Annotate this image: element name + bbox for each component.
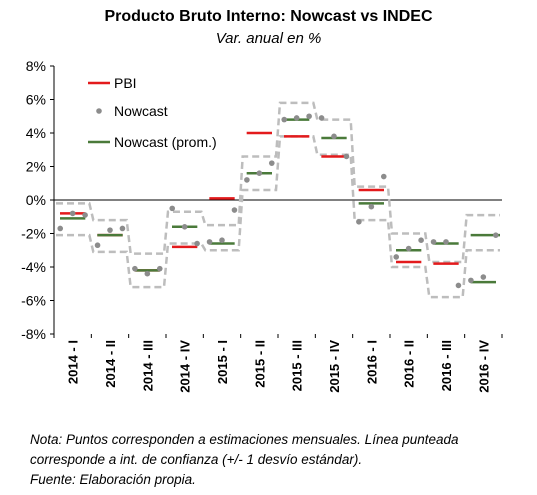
nowcast-point: [144, 270, 151, 277]
nowcast-point: [94, 242, 101, 249]
nowcast-point: [380, 173, 387, 180]
y-tick-label: -2%: [21, 226, 46, 242]
axes: 8% 6% 4% 2% 0% -2% -4% -6% -8% 2014 - I 2014 - II 2…: [21, 58, 503, 393]
note-line-3: Fuente: Elaboración propia.: [30, 472, 196, 487]
nowcast-point: [156, 265, 163, 272]
nowcast-point: [343, 153, 350, 160]
x-tick-label: 2016 - III: [439, 340, 454, 391]
y-tick-label: 4%: [26, 125, 46, 141]
nowcast-point: [492, 232, 499, 238]
nowcast-point: [455, 282, 462, 289]
nowcast-point: [405, 245, 412, 252]
x-tick-label: 2015 - II: [252, 340, 267, 388]
nowcast-point: [393, 254, 400, 260]
legend-prom-label: Nowcast (prom.): [114, 134, 217, 150]
confidence-lower-line: [56, 135, 500, 299]
confidence-upper-line: [56, 101, 500, 264]
nowcast-point: [206, 239, 213, 245]
x-tick-label: 2016 - II: [402, 340, 417, 388]
nowcast-point: [356, 218, 362, 225]
chart-svg: 8% 6% 4% 2% 0% -2% -4% -6% -8% 2014 - I 2014 - II 2…: [21, 58, 503, 393]
y-tick-label: 6%: [26, 92, 46, 108]
nowcast-point: [443, 239, 449, 245]
note-line-2: corresponde a int. de confianza (+/- 1 d…: [30, 452, 363, 467]
x-tick-label: 2016 - I: [364, 340, 379, 384]
confidence-band: [56, 101, 500, 299]
legend-nowcast-label: Nowcast: [114, 103, 168, 119]
y-tick-label: -8%: [21, 326, 46, 342]
y-tick-label: 0%: [26, 192, 46, 208]
note-line-1: Nota: Puntos corresponden a estimaciones…: [30, 432, 459, 447]
nowcast-point: [480, 274, 487, 280]
nowcast-point: [219, 237, 225, 243]
x-tick-label: 2015 - I: [215, 340, 230, 384]
nowcast-point: [331, 133, 337, 140]
x-tick-label: 2014 - III: [140, 340, 155, 391]
nowcast-point: [69, 210, 76, 217]
nowcast-point: [231, 207, 238, 213]
y-tick-label: -6%: [21, 293, 46, 309]
chart-subtitle: Var. anual en %: [215, 30, 322, 47]
nowcast-point: [418, 237, 424, 243]
legend-nowcast-swatch: [96, 108, 102, 114]
nowcast-point: [306, 113, 312, 120]
nowcast-point: [194, 240, 200, 247]
x-tick-label: 2015 - III: [290, 340, 305, 391]
y-tick-label: 2%: [26, 159, 46, 175]
nowcast-point: [281, 116, 288, 123]
nowcast-point: [268, 160, 275, 166]
legend: PBI Nowcast Nowcast (prom.): [88, 75, 217, 150]
nowcast-point: [430, 239, 437, 245]
legend-pbi-label: PBI: [114, 75, 137, 91]
x-tick-label: 2014 - II: [103, 340, 118, 388]
nowcast-point: [293, 115, 300, 121]
y-tick-label: 8%: [26, 58, 46, 74]
chart-notes: Nota: Puntos corresponden a estimaciones…: [30, 430, 459, 490]
nowcast-point: [169, 205, 176, 212]
nowcast-point: [107, 227, 113, 233]
chart-marks: [57, 113, 500, 289]
y-tick-label: -4%: [21, 259, 46, 275]
nowcast-point: [256, 170, 263, 176]
nowcast-point: [181, 224, 188, 230]
x-tick-label: 2015 - IV: [327, 340, 342, 393]
x-tick-label: 2016 - IV: [476, 340, 491, 393]
x-tick-label: 2014 - IV: [178, 340, 193, 393]
x-tick-label: 2014 - I: [66, 340, 81, 384]
nowcast-point: [132, 265, 138, 272]
nowcast-point: [57, 225, 64, 232]
nowcast-point: [119, 225, 126, 232]
chart-title: Producto Bruto Interno: Nowcast vs INDEC: [104, 8, 433, 25]
nowcast-point: [244, 177, 250, 183]
nowcast-point: [368, 203, 375, 210]
nowcast-point: [82, 212, 88, 218]
nowcast-point: [468, 277, 474, 284]
nowcast-point: [318, 115, 325, 121]
